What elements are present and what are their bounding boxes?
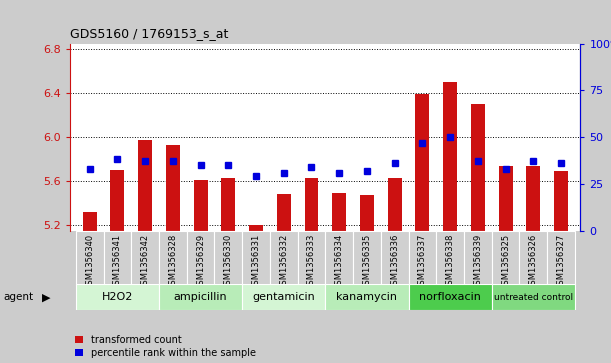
Text: ▶: ▶	[42, 292, 50, 302]
Bar	[242, 231, 270, 285]
Text: GSM1356325: GSM1356325	[501, 234, 510, 290]
Bar	[159, 284, 242, 310]
Text: untreated control: untreated control	[494, 293, 573, 302]
Text: GSM1356339: GSM1356339	[474, 234, 482, 290]
Bar	[519, 231, 547, 285]
Text: GSM1356332: GSM1356332	[279, 234, 288, 290]
Text: norfloxacin: norfloxacin	[419, 292, 481, 302]
Bar	[214, 231, 242, 285]
Bar	[443, 82, 457, 231]
Text: GSM1356335: GSM1356335	[362, 234, 371, 290]
Bar	[527, 166, 540, 231]
Bar	[471, 104, 485, 231]
Bar	[187, 231, 214, 285]
Text: GSM1356337: GSM1356337	[418, 234, 427, 290]
Bar	[554, 171, 568, 231]
Text: GSM1356326: GSM1356326	[529, 234, 538, 290]
Text: ampicillin: ampicillin	[174, 292, 227, 302]
Text: GSM1356329: GSM1356329	[196, 234, 205, 290]
Text: kanamycin: kanamycin	[337, 292, 397, 302]
Bar	[159, 231, 187, 285]
Legend: transformed count, percentile rank within the sample: transformed count, percentile rank withi…	[75, 335, 255, 358]
Bar	[409, 284, 492, 310]
Text: H2O2: H2O2	[101, 292, 133, 302]
Bar	[360, 195, 374, 231]
Bar	[82, 212, 97, 231]
Bar	[547, 231, 575, 285]
Text: GSM1356328: GSM1356328	[169, 234, 177, 290]
Bar	[103, 231, 131, 285]
Bar	[138, 140, 152, 231]
Text: gentamicin: gentamicin	[252, 292, 315, 302]
Text: GSM1356331: GSM1356331	[252, 234, 260, 290]
Bar	[492, 231, 519, 285]
Bar	[353, 231, 381, 285]
Bar	[131, 231, 159, 285]
Bar	[325, 284, 409, 310]
Text: GSM1356327: GSM1356327	[557, 234, 566, 290]
Text: GSM1356334: GSM1356334	[335, 234, 344, 290]
Bar	[242, 284, 325, 310]
Text: GSM1356341: GSM1356341	[113, 234, 122, 290]
Text: GDS5160 / 1769153_s_at: GDS5160 / 1769153_s_at	[70, 27, 229, 40]
Bar	[499, 166, 513, 231]
Bar	[298, 231, 326, 285]
Bar	[76, 231, 103, 285]
Bar	[194, 180, 208, 231]
Bar	[325, 231, 353, 285]
Text: GSM1356330: GSM1356330	[224, 234, 233, 290]
Text: GSM1356333: GSM1356333	[307, 234, 316, 290]
Bar	[388, 178, 401, 231]
Bar	[415, 94, 430, 231]
Bar	[381, 231, 409, 285]
Text: GSM1356336: GSM1356336	[390, 234, 399, 290]
Bar	[166, 145, 180, 231]
Bar	[221, 178, 235, 231]
Bar	[409, 231, 436, 285]
Bar	[436, 231, 464, 285]
Bar	[332, 193, 346, 231]
Text: GSM1356340: GSM1356340	[85, 234, 94, 290]
Bar	[111, 170, 124, 231]
Text: agent: agent	[3, 292, 33, 302]
Bar	[249, 225, 263, 231]
Text: GSM1356342: GSM1356342	[141, 234, 150, 290]
Bar	[304, 178, 318, 231]
Bar	[76, 284, 159, 310]
Bar	[464, 231, 492, 285]
Bar	[270, 231, 298, 285]
Bar	[277, 194, 291, 231]
Text: GSM1356338: GSM1356338	[445, 234, 455, 290]
Bar	[492, 284, 575, 310]
